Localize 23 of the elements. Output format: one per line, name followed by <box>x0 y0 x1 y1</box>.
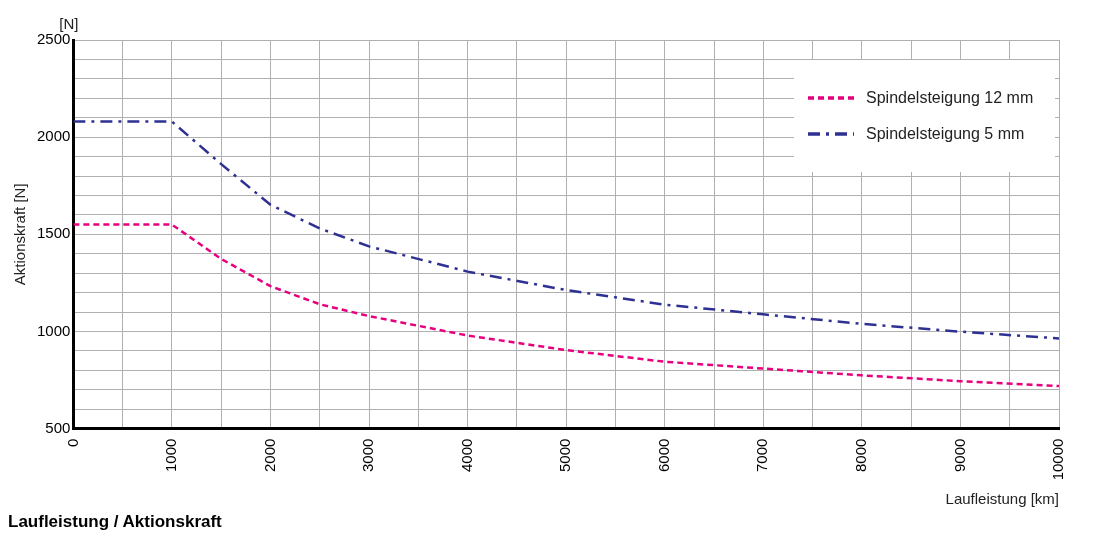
line-series <box>73 223 1059 388</box>
x-tick-label: 7000 <box>753 438 771 472</box>
text: [N] <box>59 14 79 32</box>
x-tick-label: 4000 <box>457 438 475 472</box>
x-tick-label: 0 <box>63 438 81 447</box>
text: Laufleistung / Aktionskraft <box>8 512 223 532</box>
x-tick-label: 8000 <box>852 438 870 472</box>
x-tick-label: 9000 <box>950 438 968 472</box>
x-tick-label: 5000 <box>556 438 574 472</box>
x-tick-label: 1000 <box>162 438 180 472</box>
y-tick-label: 500 <box>45 418 71 436</box>
x-tick-label: 2000 <box>260 438 278 472</box>
y-tick-label: 2000 <box>36 127 71 145</box>
x-axis-title: Laufleistung [km] <box>945 489 1059 507</box>
y-tick-label: 1500 <box>36 224 71 242</box>
y-tick-label: 1000 <box>36 321 71 339</box>
legend-label: Spindelsteigung 5 mm <box>866 125 1025 143</box>
x-tick-label: 6000 <box>654 438 672 472</box>
x-tick-label: 3000 <box>359 438 377 472</box>
y-axis-title: Aktionskraft [N] <box>11 183 29 286</box>
line-series <box>73 120 1059 340</box>
legend-label: Spindelsteigung 12 mm <box>866 89 1034 107</box>
x-tick-label: 10000 <box>1049 438 1067 481</box>
